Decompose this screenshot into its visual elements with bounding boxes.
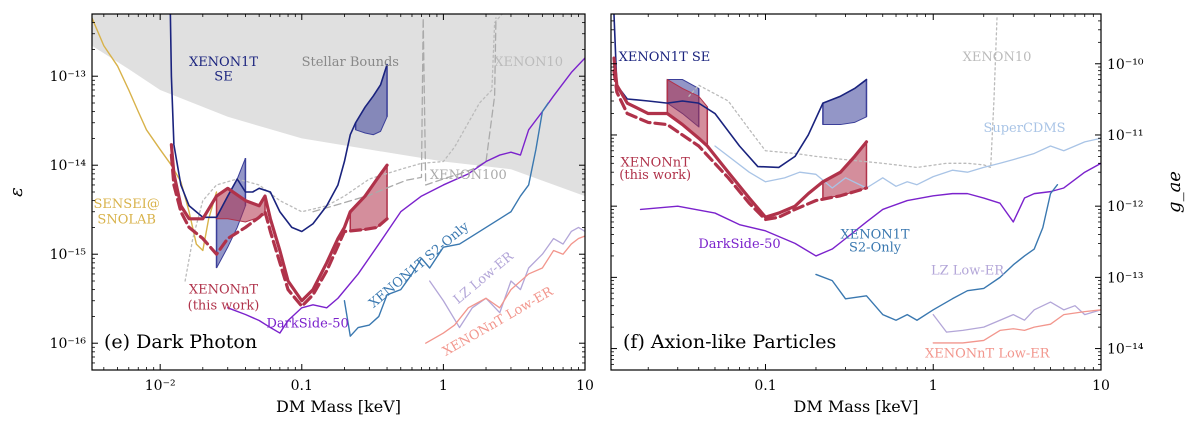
band-xenon1t-se-band-high: [822, 78, 867, 126]
x-tick-label: 1: [439, 378, 448, 394]
series-line-sensei-snolab: [92, 17, 218, 252]
x-tick-label: 10: [1092, 378, 1110, 394]
series-line-xenon1t-se: [169, 14, 388, 233]
annotation-xenon1t: XENON1T: [841, 228, 910, 243]
y-tick-label: 10⁻¹⁵: [50, 247, 87, 263]
annotation-this-work: (this work): [188, 298, 260, 313]
annotation-lz-low-er: LZ Low-ER: [931, 263, 1005, 278]
annotation-sensei: SENSEI@: [94, 197, 160, 212]
annotation-stellar-bounds: Stellar Bounds: [302, 55, 399, 70]
plot-area: XENON1T SE XENON10 SuperCDMS XENONnT(this w…: [612, 14, 1101, 361]
series-line-xenonnt-dashed: [612, 69, 869, 222]
minor-ticks: [92, 13, 585, 371]
annotation-xenon10: XENON10: [494, 55, 563, 70]
series-line-supercdms: [714, 137, 1101, 189]
y-tick-label: 10⁻¹⁴: [50, 158, 87, 174]
series-line-xenon1t-se: [613, 14, 868, 169]
annotation-xenon1t-se: XENON1T SE: [619, 50, 711, 65]
annotation-xenon10: XENON10: [963, 50, 1032, 65]
x-tick-label: 10⁻²: [145, 378, 176, 394]
series-line-xenonnt-low-er: [932, 309, 1101, 344]
y-tick-label: 10⁻¹²: [1107, 199, 1143, 215]
y-axis-label: ε: [6, 187, 27, 197]
annotation-darkside-50: DarkSide-50: [267, 317, 349, 332]
panel-label: (e) Dark Photon: [104, 331, 257, 353]
series-line-xenon1t-s2-only: [343, 102, 549, 337]
annotation-xenon1t: XENON1T: [189, 55, 258, 70]
annotation-xenonnt: XENONnT: [189, 283, 259, 298]
series-line-xenonnt-low-er: [425, 235, 585, 344]
y-tick-label: 10⁻¹³: [1107, 270, 1143, 286]
series-line-xenon10: [688, 16, 998, 169]
y-tick-label: 10⁻¹¹: [1107, 128, 1143, 144]
annotation-xenonnt-low-er: XENONnT Low-ER: [925, 346, 1051, 361]
annotation-s2-only: S2-Only: [849, 241, 902, 256]
y-tick-label: 10⁻¹⁴: [1107, 342, 1144, 358]
y-tick-label: 10⁻¹⁰: [1107, 57, 1144, 73]
annotation-snolab: SNOLAB: [97, 213, 156, 228]
annotation-this-work: (this work): [619, 168, 691, 183]
y-tick-label: 10⁻¹³: [50, 69, 86, 85]
x-tick-label: 10: [576, 378, 594, 394]
series-line-darkside-50: [227, 57, 585, 334]
axes-frame: [610, 13, 1102, 371]
panel-axion-like-particles: XENON1T SE XENON10 SuperCDMS XENONnT(this w…: [610, 13, 1185, 416]
annotation-se: SE: [214, 69, 232, 84]
annotation-xenonnt: XENONnT: [621, 156, 691, 171]
x-tick-label: 0.1: [754, 378, 776, 394]
series-line-xenon10: [184, 14, 503, 282]
x-tick-label: 1: [929, 378, 938, 394]
series-line-xenon1t-s2-only: [815, 184, 1059, 321]
series-line-lz-low-er: [932, 301, 1101, 333]
series-line-lz-low-er: [429, 226, 585, 329]
x-axis-label: DM Mass [keV]: [794, 397, 919, 416]
x-tick-label: 0.1: [291, 378, 313, 394]
annotation-darkside-50: DarkSide-50: [698, 237, 780, 252]
annotation-xenon100: XENON100: [430, 168, 507, 183]
minor-ticks: [611, 13, 1101, 371]
annotation-supercdms: SuperCDMS: [983, 121, 1065, 136]
shaded-region-stellar-bounds: [92, 14, 585, 197]
series-line-xenonnt-this-work: [612, 56, 869, 219]
y-axis-label: g_ae: [1164, 171, 1185, 213]
series-line-xenonnt-dashed: [169, 153, 389, 308]
y-tick-label: 10⁻¹⁶: [50, 336, 87, 352]
panel-label: (f) Axion-like Particles: [623, 331, 836, 353]
x-axis-label: DM Mass [keV]: [276, 397, 401, 416]
series-line-darkside-50: [639, 162, 1101, 257]
series-line-xenonnt-this-work: [169, 143, 389, 303]
